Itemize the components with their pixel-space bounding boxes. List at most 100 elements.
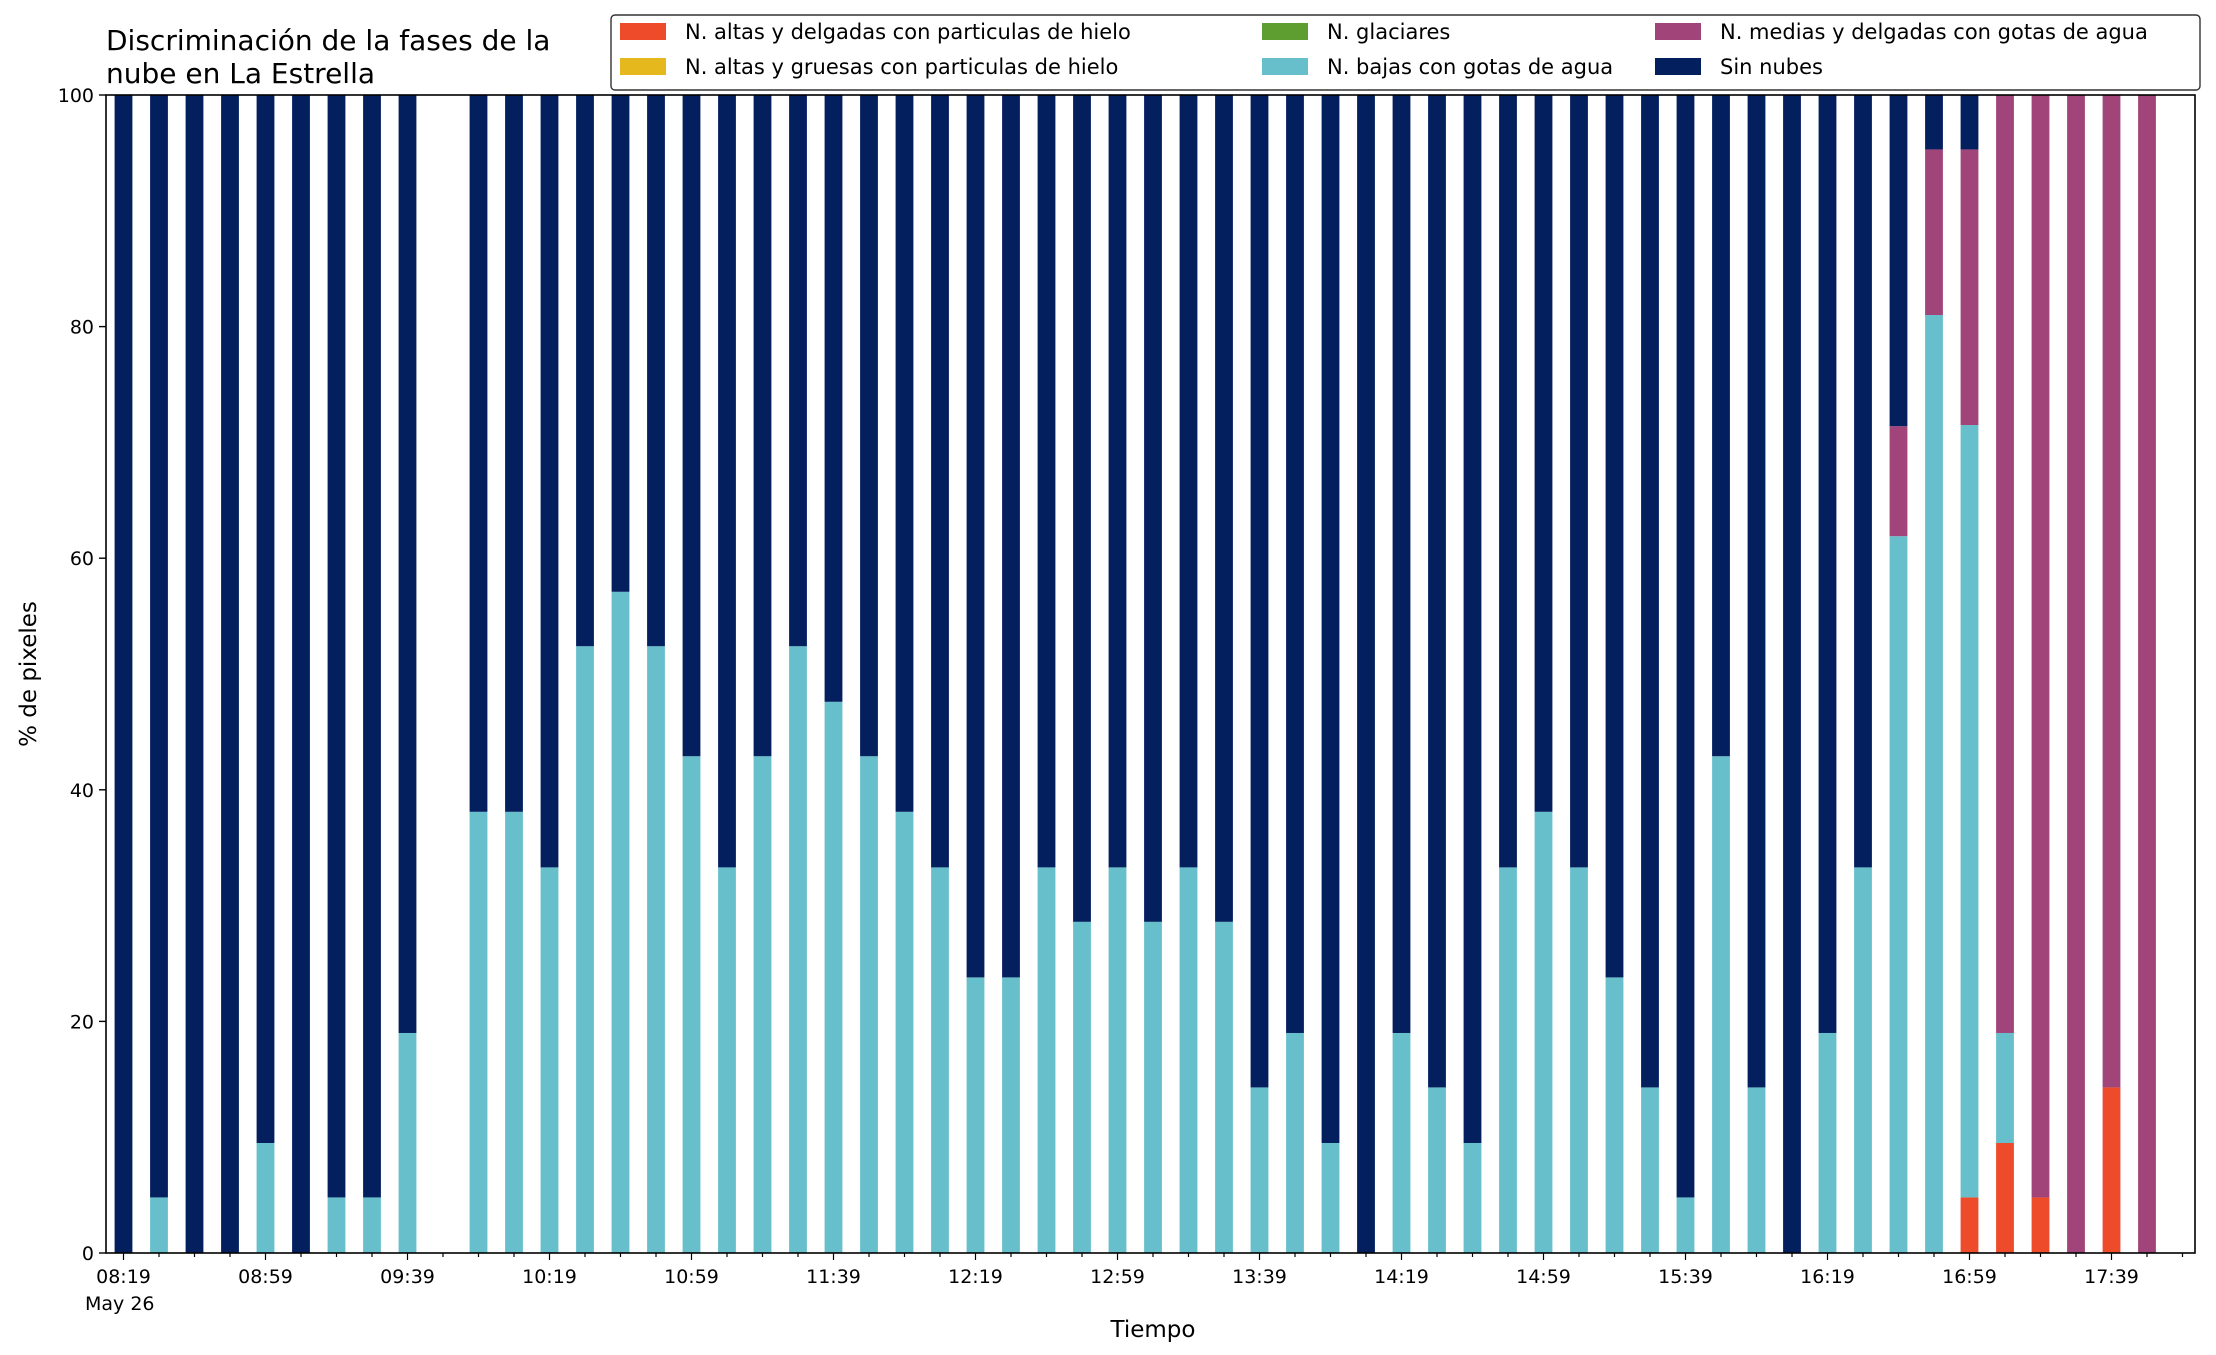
bar-segment-32-1 xyxy=(1250,1087,1269,1253)
bar-segment-36-1 xyxy=(1392,1032,1411,1253)
bar-segment-35-5 xyxy=(1357,95,1375,1253)
bar-segment-26-1 xyxy=(1037,867,1056,1253)
plot-frame xyxy=(105,94,2196,1254)
bar-segment-8-1 xyxy=(398,1032,417,1253)
x-tick-label-7: 12:59 xyxy=(1090,1266,1145,1288)
bar-segment-21-1 xyxy=(860,756,878,1253)
x-tick-label-8: 13:39 xyxy=(1232,1266,1287,1288)
bar-segment-50-5 xyxy=(1889,95,1908,427)
y-axis-title: % de pixeles xyxy=(16,601,42,747)
bar-segment-16-1 xyxy=(682,756,701,1253)
bar-segment-44-1 xyxy=(1676,1197,1695,1253)
bar-segment-42-5 xyxy=(1605,95,1624,978)
bar-segment-6-1 xyxy=(327,1197,346,1253)
x-tick-label-5: 11:39 xyxy=(806,1266,861,1288)
bar-segment-38-5 xyxy=(1463,95,1482,1143)
legend-swatch-4 xyxy=(1262,23,1308,40)
bar-segment-39-1 xyxy=(1499,867,1517,1253)
bar-segment-25-1 xyxy=(1002,977,1020,1253)
legend-label-4: N. glaciares xyxy=(1327,20,1450,44)
bar-segment-52-5 xyxy=(1960,95,1979,150)
bar-segment-55-2 xyxy=(2067,95,2085,1253)
bar-segment-22-5 xyxy=(895,95,914,812)
legend-swatch-5 xyxy=(1655,58,1701,75)
bar-segment-13-5 xyxy=(576,95,594,647)
bar-segment-19-1 xyxy=(789,646,807,1253)
bar-segment-27-1 xyxy=(1073,921,1091,1253)
bar-segment-3-5 xyxy=(221,95,239,1253)
chart-title-line-2: nube en La Estrella xyxy=(106,57,375,90)
bar-segment-43-5 xyxy=(1641,95,1659,1088)
bar-segment-4-5 xyxy=(256,95,275,1143)
bar-segment-41-1 xyxy=(1570,867,1588,1253)
chart-title-line-1: Discriminación de la fases de la xyxy=(106,24,550,57)
legend-swatch-0 xyxy=(620,23,666,40)
bar-segment-10-1 xyxy=(469,811,488,1253)
bar-segment-21-5 xyxy=(860,95,878,757)
bar-segment-20-5 xyxy=(824,95,843,702)
bar-segment-37-1 xyxy=(1428,1087,1446,1253)
y-tick-label-2: 40 xyxy=(70,780,94,802)
bar-segment-52-0 xyxy=(1960,1197,1979,1253)
bar-segment-18-5 xyxy=(753,95,772,757)
bar-segment-31-5 xyxy=(1215,95,1233,922)
bar-segment-23-1 xyxy=(931,867,949,1253)
x-tick-label-13: 16:59 xyxy=(1942,1266,1997,1288)
x-tick-label-10: 14:59 xyxy=(1516,1266,1571,1288)
bar-segment-8-5 xyxy=(398,95,417,1033)
y-axis: 0 20 40 60 80 100 xyxy=(58,85,106,1265)
legend-label-2: N. medias y delgadas con gotas de agua xyxy=(1720,20,2148,44)
x-tick-label-0: 08:19 xyxy=(96,1266,151,1288)
bar-segment-17-1 xyxy=(718,867,736,1253)
y-tick-label-3: 60 xyxy=(70,548,94,570)
bar-segment-49-1 xyxy=(1854,867,1872,1253)
bar-segment-18-1 xyxy=(753,756,772,1253)
bar-segment-56-0 xyxy=(2102,1087,2121,1253)
bar-segment-2-5 xyxy=(185,95,204,1253)
bar-segment-30-5 xyxy=(1179,95,1198,868)
bar-segment-51-5 xyxy=(1925,95,1943,150)
bar-segment-22-1 xyxy=(895,811,914,1253)
legend: N. altas y delgadas con particulas de hi… xyxy=(610,14,2201,91)
bar-segment-29-5 xyxy=(1144,95,1162,922)
bar-segment-19-5 xyxy=(789,95,807,647)
bar-segment-27-5 xyxy=(1073,95,1091,922)
bar-segment-10-5 xyxy=(469,95,488,812)
legend-label-1: N. bajas con gotas de agua xyxy=(1327,55,1613,79)
bar-segment-46-5 xyxy=(1747,95,1766,1088)
bar-segment-14-5 xyxy=(611,95,630,592)
x-date-label: May 26 xyxy=(85,1293,155,1315)
bar-segment-31-1 xyxy=(1215,921,1233,1253)
x-tick-label-9: 14:19 xyxy=(1374,1266,1429,1288)
bar-segment-24-5 xyxy=(966,95,985,978)
bar-segment-50-2 xyxy=(1889,426,1908,537)
bar-segment-40-1 xyxy=(1534,811,1553,1253)
bar-segment-49-5 xyxy=(1854,95,1872,868)
bar-segment-12-1 xyxy=(540,867,559,1253)
bar-segment-1-1 xyxy=(150,1197,168,1253)
legend-label-5: Sin nubes xyxy=(1720,55,1823,79)
bar-segment-34-5 xyxy=(1321,95,1340,1143)
bar-segment-13-1 xyxy=(576,646,594,1253)
bar-segment-56-2 xyxy=(2102,95,2121,1088)
bar-segment-1-5 xyxy=(150,95,168,1198)
bar-segment-51-1 xyxy=(1925,315,1943,1253)
x-tick-label-6: 12:19 xyxy=(948,1266,1003,1288)
x-tick-label-2: 09:39 xyxy=(380,1266,435,1288)
bar-segment-34-1 xyxy=(1321,1142,1340,1253)
bar-segment-26-5 xyxy=(1037,95,1056,868)
x-tick-label-1: 08:59 xyxy=(238,1266,293,1288)
legend-swatch-1 xyxy=(1262,58,1308,75)
bar-segment-54-2 xyxy=(2031,95,2050,1198)
bar-segment-11-1 xyxy=(505,811,523,1253)
bar-segment-28-1 xyxy=(1108,867,1127,1253)
bar-segment-43-1 xyxy=(1641,1087,1659,1253)
bar-segment-15-5 xyxy=(647,95,665,647)
bar-segment-5-5 xyxy=(292,95,310,1253)
x-tick-label-4: 10:59 xyxy=(664,1266,719,1288)
bar-segment-53-2 xyxy=(1996,95,2014,1033)
bar-segment-24-1 xyxy=(966,977,985,1253)
bar-segment-15-1 xyxy=(647,646,665,1253)
bar-segment-33-1 xyxy=(1286,1032,1304,1253)
